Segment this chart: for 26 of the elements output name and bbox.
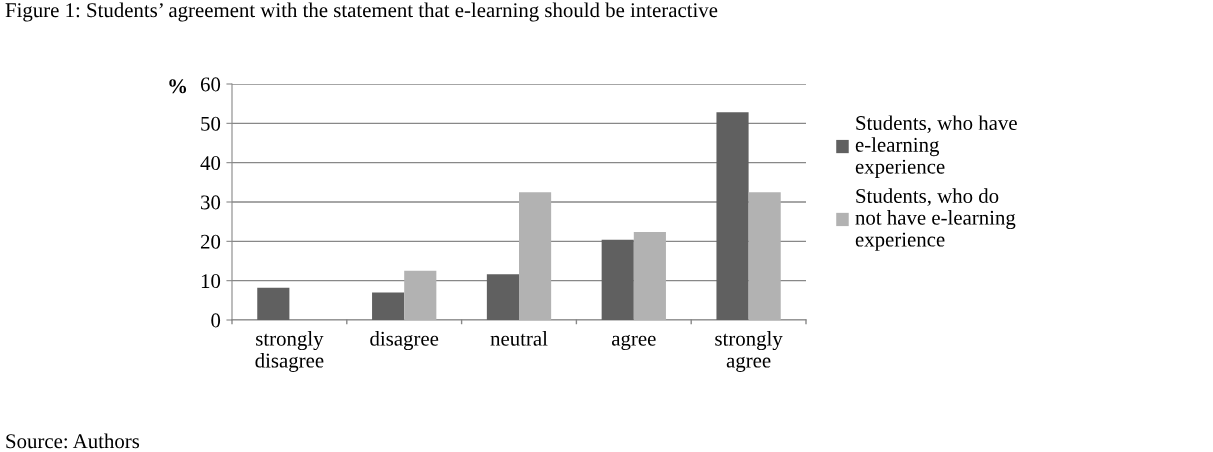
y-tick-label: 40 — [200, 156, 221, 171]
y-axis-title: % — [169, 79, 187, 94]
bar — [372, 292, 405, 320]
bar — [404, 270, 437, 320]
bar — [486, 274, 519, 320]
bar — [601, 239, 634, 320]
bar — [716, 112, 749, 320]
y-tick-label: 0 — [211, 313, 221, 328]
x-tick-label: agree — [611, 334, 656, 350]
x-tick-label: strongly agree — [715, 331, 783, 372]
legend-label: Students, who do not have e-learning experience — [855, 188, 1016, 251]
x-tick-label: neutral — [490, 331, 548, 346]
source-note: Source: Authors — [6, 433, 140, 449]
bar — [748, 192, 781, 320]
bar — [257, 287, 290, 320]
chart-title: Figure 1: Students’ agreement with the statement that e-learning should be interactive — [5, 2, 718, 22]
x-tick-label: disagree — [370, 331, 439, 351]
bar — [519, 192, 552, 320]
y-tick-label: 20 — [200, 234, 221, 249]
legend-label: Students, who have e-learning experience — [855, 115, 1017, 178]
y-tick-label: 50 — [201, 116, 221, 131]
bar — [633, 231, 666, 320]
y-tick-label: 30 — [201, 195, 221, 210]
x-tick-label: strongly disagree — [255, 331, 324, 372]
y-tick-label: 60 — [200, 77, 221, 92]
y-tick-label: 10 — [201, 274, 221, 289]
